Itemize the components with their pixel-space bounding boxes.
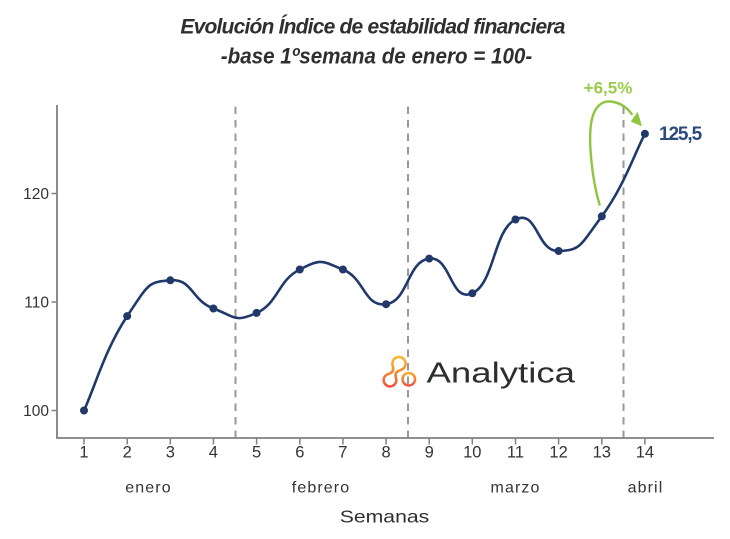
svg-text:7: 7	[338, 444, 347, 462]
svg-text:8: 8	[382, 444, 391, 462]
svg-text:3: 3	[166, 444, 175, 462]
svg-text:4: 4	[209, 444, 218, 462]
svg-text:110: 110	[24, 294, 49, 311]
svg-text:febrero: febrero	[292, 480, 350, 497]
svg-text:10: 10	[463, 444, 481, 462]
svg-text:abril: abril	[628, 480, 664, 497]
svg-text:120: 120	[23, 186, 49, 203]
svg-text:-base 1ºsemana de enero = 100-: -base 1ºsemana de enero = 100-	[221, 44, 533, 69]
svg-text:1: 1	[79, 444, 88, 462]
svg-text:100: 100	[23, 403, 49, 420]
svg-text:14: 14	[636, 444, 654, 462]
svg-text:12: 12	[549, 444, 567, 462]
svg-text:9: 9	[425, 444, 434, 462]
svg-text:2: 2	[123, 444, 132, 462]
svg-text:marzo: marzo	[491, 480, 541, 497]
svg-text:125,5: 125,5	[659, 124, 703, 145]
svg-text:5: 5	[252, 444, 261, 462]
svg-text:Evolución Índice de estabilida: Evolución Índice de estabilidad financie…	[180, 16, 565, 39]
svg-text:11: 11	[507, 444, 524, 462]
svg-text:enero: enero	[125, 480, 171, 497]
svg-text:Semanas: Semanas	[340, 507, 430, 527]
svg-text:Analytica: Analytica	[427, 358, 576, 390]
svg-text:+6,5%: +6,5%	[584, 79, 633, 98]
svg-text:6: 6	[295, 444, 304, 462]
svg-text:13: 13	[593, 444, 611, 462]
